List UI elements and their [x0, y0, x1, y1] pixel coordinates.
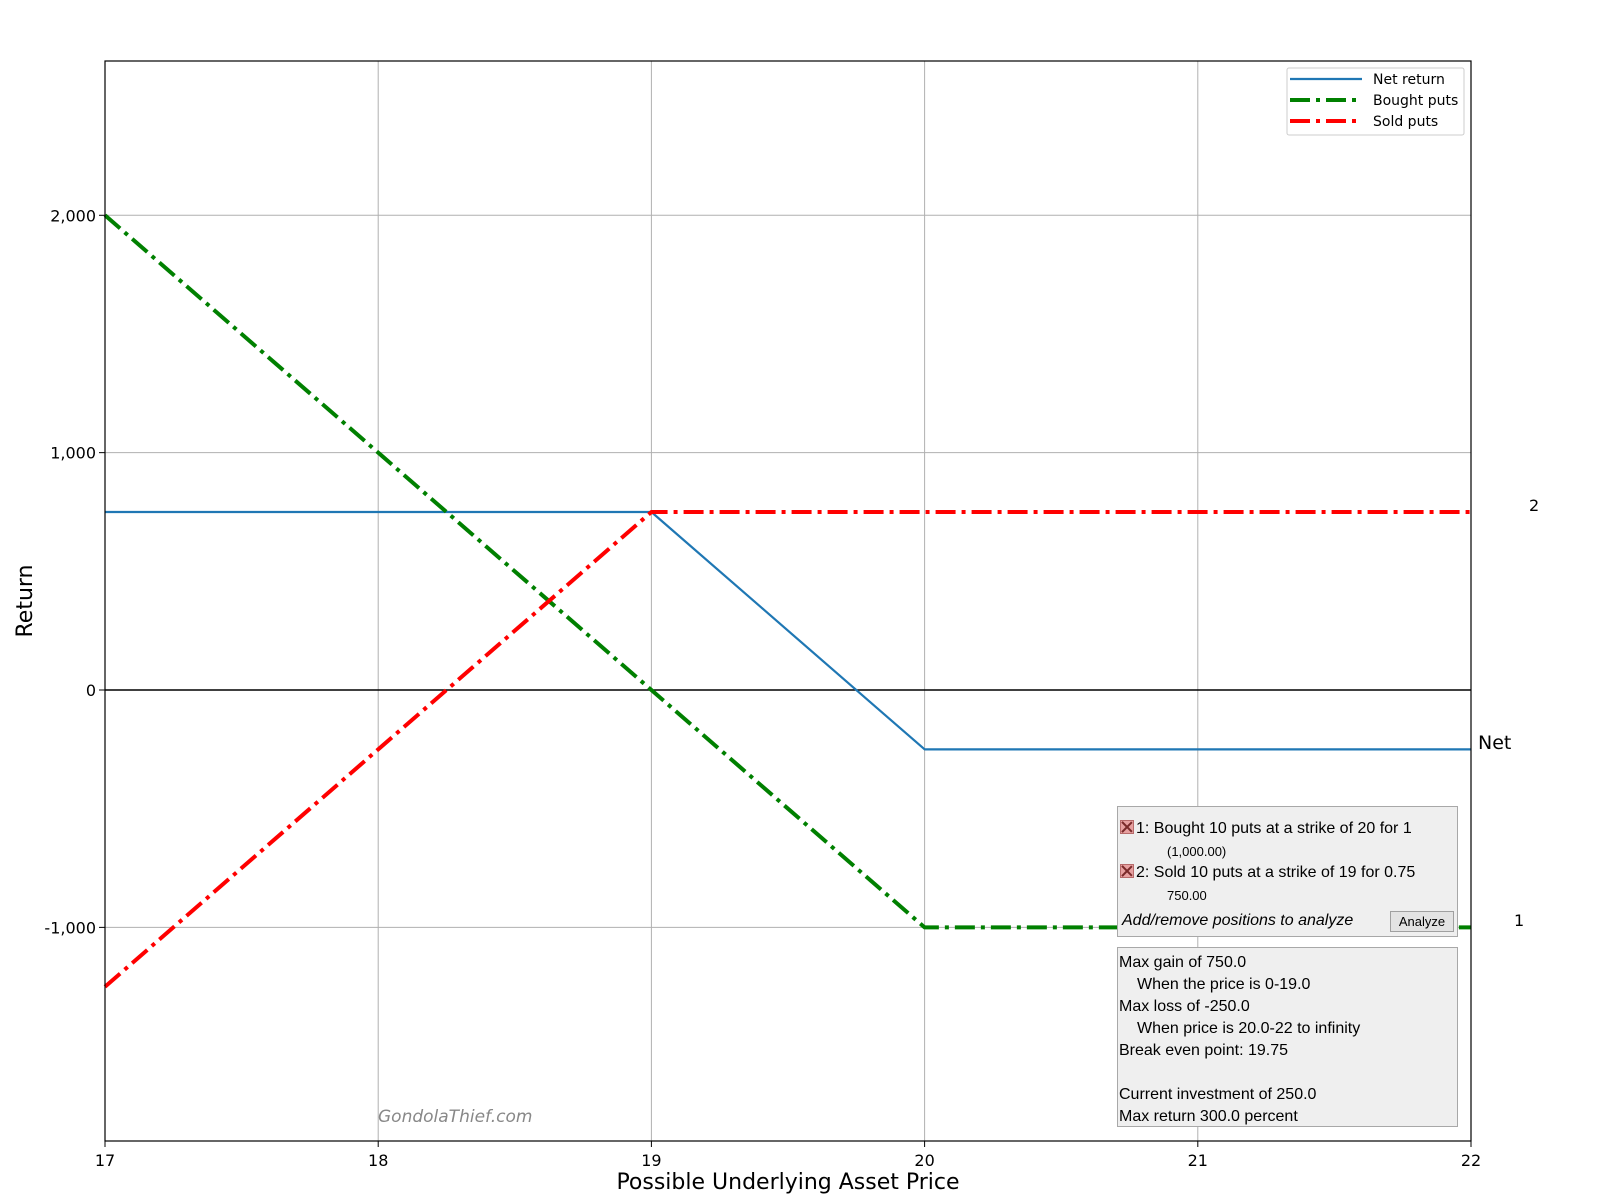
current-investment-text: Current investment of 250.0 [1119, 1086, 1317, 1103]
max-return-text: Max return 300.0 percent [1119, 1108, 1298, 1125]
summary-spacer [1119, 1062, 1456, 1084]
y-tick-label: -1,000 [44, 918, 96, 937]
summary-panel: Max gain of 750.0 When the price is 0-19… [1117, 947, 1458, 1127]
x-tick-label: 17 [95, 1151, 115, 1170]
remove-position-icon[interactable] [1120, 864, 1134, 878]
legend-label-net-return: Net return [1373, 72, 1445, 88]
position-value: 750.00 [1167, 888, 1207, 903]
position-value: (1,000.00) [1167, 844, 1227, 859]
line-label-2: 2 [1529, 496, 1539, 515]
y-tick-label: 1,000 [50, 444, 96, 463]
analyze-button[interactable]: Analyze [1390, 911, 1454, 932]
position-row: 2: Sold 10 puts at a strike of 19 for 0.… [1120, 864, 1415, 882]
max-loss-range-text: When price is 20.0-22 to infinity [1137, 1020, 1361, 1037]
legend: Net return Bought puts Sold puts [1286, 67, 1465, 136]
watermark: GondolaThief.com [378, 1107, 532, 1127]
line-label-1: 1 [1514, 911, 1524, 930]
max-loss-text: Max loss of -250.0 [1119, 998, 1250, 1015]
series-line-net-return [105, 510, 1471, 751]
x-tick-label: 22 [1461, 1151, 1481, 1170]
max-gain-range-text: When the price is 0-19.0 [1137, 976, 1311, 993]
x-tick-label: 21 [1188, 1151, 1208, 1170]
legend-box [1286, 67, 1465, 136]
legend-label-sold-puts: Sold puts [1373, 114, 1438, 130]
y-tick-label: 2,000 [50, 206, 96, 225]
x-tick-label: 18 [368, 1151, 388, 1170]
x-tick-label: 19 [641, 1151, 661, 1170]
add-remove-hint: Add/remove positions to analyze [1122, 912, 1354, 929]
x-axis-title: Possible Underlying Asset Price [616, 1170, 959, 1195]
position-label: 2: Sold 10 puts at a strike of 19 for 0.… [1136, 864, 1416, 881]
position-row: 1: Bought 10 puts at a strike of 20 for … [1120, 820, 1412, 838]
remove-position-icon[interactable] [1120, 820, 1134, 834]
max-gain-text: Max gain of 750.0 [1119, 954, 1247, 971]
ticks: 17 18 19 20 21 22 -1,000 0 1,000 2,000 [44, 206, 1481, 1170]
plot-frame [104, 60, 1472, 1142]
break-even-text: Break even point: 19.75 [1119, 1042, 1289, 1059]
series-line-sold-puts [103, 509, 1471, 989]
y-axis-title: Return [13, 564, 38, 637]
legend-label-bought-puts: Bought puts [1373, 93, 1458, 109]
position-label: 1: Bought 10 puts at a strike of 20 for … [1136, 820, 1412, 837]
line-label-net: Net [1478, 732, 1511, 754]
y-tick-label: 0 [86, 681, 96, 700]
positions-panel: 1: Bought 10 puts at a strike of 20 for … [1117, 806, 1458, 937]
x-tick-label: 20 [914, 1151, 934, 1170]
